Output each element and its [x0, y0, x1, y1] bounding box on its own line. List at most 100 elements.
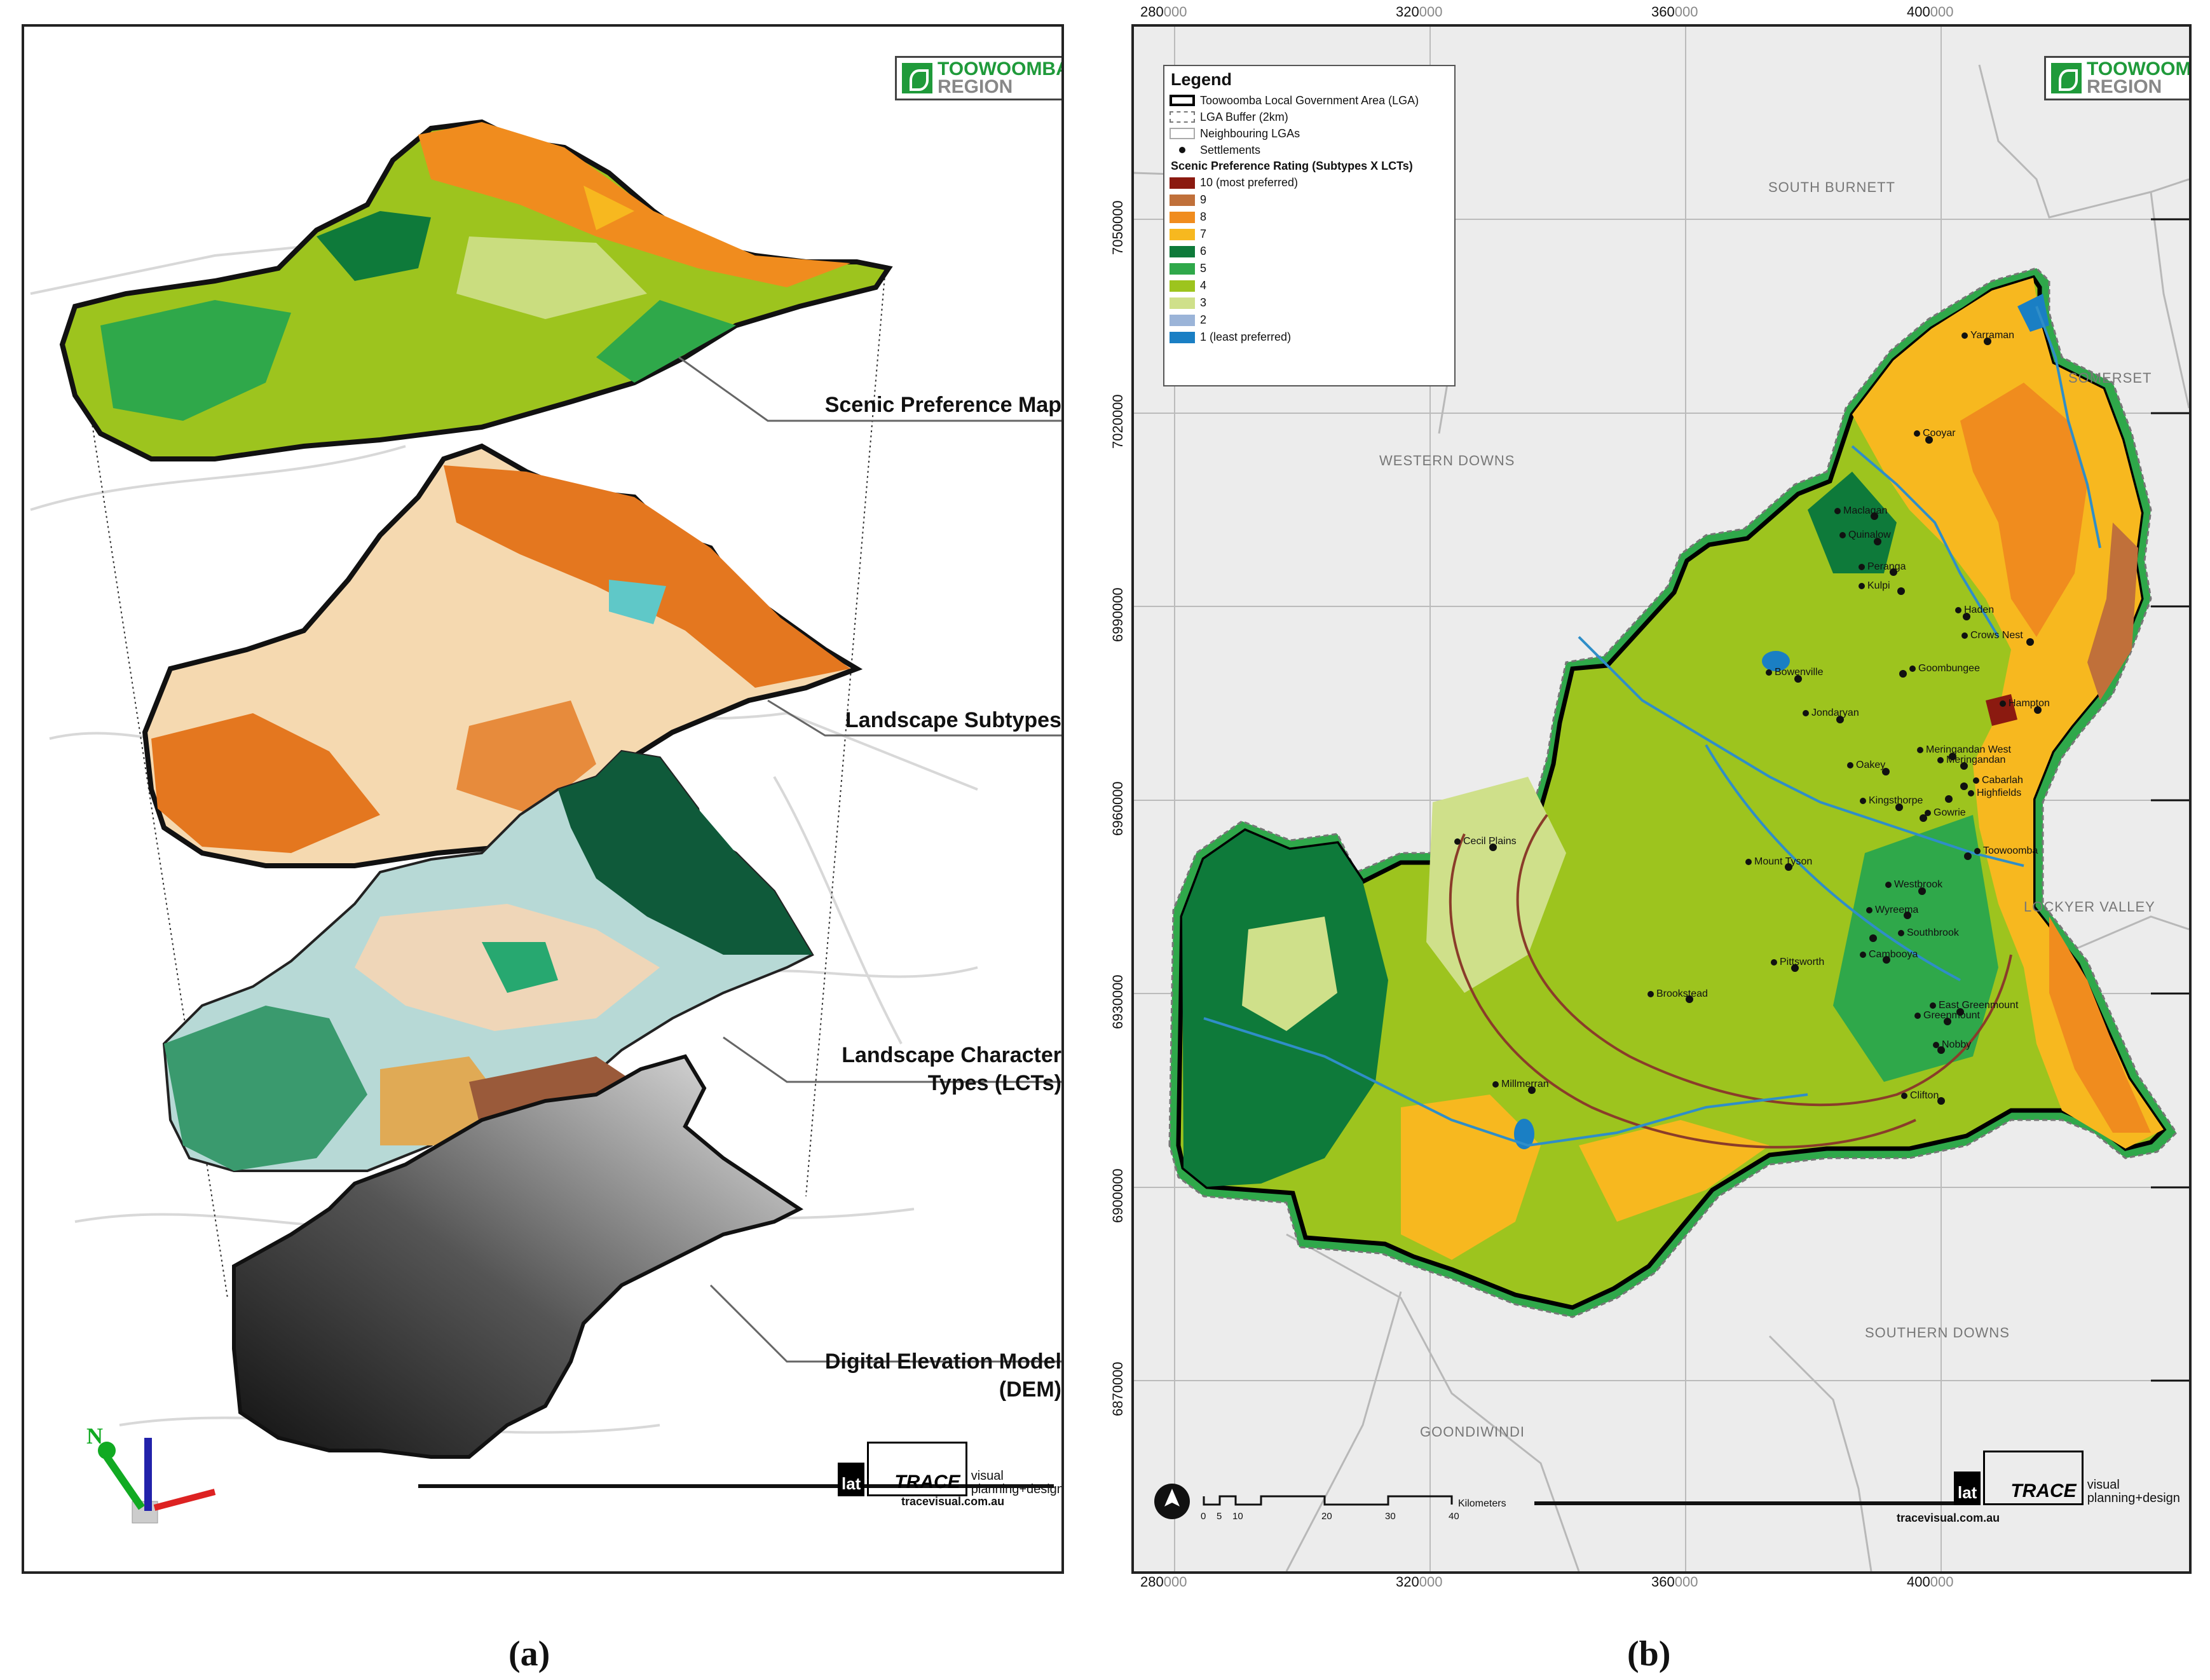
rating-8-area	[1960, 383, 2087, 637]
settlement-label: Millmerran	[1492, 1079, 1549, 1089]
rating-swatch	[1170, 177, 1195, 189]
caption-a: (a)	[508, 1634, 550, 1674]
rating-label: 5	[1200, 262, 1207, 275]
rating-swatch	[1170, 194, 1195, 206]
toowoomba-leaf-icon	[2051, 63, 2082, 93]
tick-major: 6990	[1110, 611, 1126, 642]
settlement-label: Bowenville	[1765, 667, 1824, 678]
rating-swatch	[1170, 263, 1195, 275]
y-tick-label: 6930000	[1110, 974, 1126, 1029]
y-tick-label: 7050000	[1110, 200, 1126, 255]
tick-minor: 000	[1674, 4, 1698, 20]
x-tick-label: 360000	[1651, 4, 1698, 20]
rivers	[1203, 306, 2101, 1147]
region-label: WESTERN DOWNS	[1379, 453, 1515, 468]
toowoomba-leaf-icon	[902, 63, 932, 93]
tick-major: 320	[1396, 4, 1419, 20]
landscape-subtypes-layer	[142, 443, 863, 868]
logo-line1: TOOWOOMBA	[938, 58, 1064, 79]
lat-badge: lat	[838, 1463, 865, 1496]
scale-bar	[1203, 1495, 1453, 1506]
settlement-label: Brookstead	[1647, 988, 1708, 999]
south-rating-7	[1579, 1120, 1770, 1222]
tick-major: 7050	[1110, 224, 1126, 255]
tick-major: 280	[1140, 4, 1164, 20]
rating-label: 6	[1200, 245, 1207, 257]
buffer-swatch	[1170, 111, 1195, 123]
settlement-label: Kulpi	[1859, 580, 1890, 591]
legend-rating-row: 5	[1170, 260, 1454, 277]
toowoomba-region-logo: TOOWOOMBA REGION	[895, 56, 1064, 100]
x-tick-label: 400000	[1907, 1574, 1953, 1590]
tick-major: 400	[1907, 4, 1930, 20]
settlement-label: Toowoomba	[1974, 845, 2038, 856]
layer-label-lcts: Landscape Character Types (LCTs)	[842, 1043, 1061, 1095]
settlement-label: Quinalow	[1839, 529, 1891, 540]
settlement-label: Cambooya	[1859, 949, 1918, 960]
y-tick-label: 6900000	[1110, 1168, 1126, 1223]
tick-minor: 000	[1419, 1574, 1443, 1590]
legend-item-buffer: LGA Buffer (2km)	[1170, 109, 1454, 125]
rating-label: 2	[1200, 313, 1207, 326]
rating-swatch	[1170, 297, 1195, 309]
trace-url: tracevisual.com.au	[901, 1495, 1005, 1508]
tagline-2: planning+design	[2087, 1491, 2180, 1505]
tagline-1: visual	[2087, 1478, 2120, 1492]
rating-label: 7	[1200, 228, 1207, 240]
settlement-label: Peranga	[1859, 561, 1906, 572]
tick-minor: 000	[1110, 1362, 1126, 1386]
tick-minor: 000	[1674, 1574, 1698, 1590]
tick-minor: 000	[1110, 974, 1126, 999]
settlement-label: Oakey	[1846, 760, 1886, 770]
legend-rating-row: 8	[1170, 208, 1454, 226]
region-label: SOUTHERN DOWNS	[1865, 1325, 2010, 1341]
logo-line1: TOOWOOMBA	[2087, 58, 2192, 79]
region-label: SOUTH BURNETT	[1768, 179, 1895, 195]
tick-major: 320	[1396, 1574, 1419, 1590]
scale-tick-label: 40	[1449, 1511, 1459, 1522]
settlement-label: Pittsworth	[1770, 957, 1825, 967]
legend-label: LGA Buffer (2km)	[1200, 110, 1288, 123]
legend-rating-row: 1 (least preferred)	[1170, 329, 1454, 346]
tick-minor: 000	[1930, 4, 1954, 20]
tagline-2: planning+design	[971, 1482, 1064, 1496]
southwest-rating-7	[1401, 1095, 1541, 1260]
rating-swatch	[1170, 314, 1195, 326]
north-label: N	[86, 1423, 103, 1449]
rating-label: 9	[1200, 193, 1207, 206]
legend-rating-row: 2	[1170, 311, 1454, 329]
layer-label-scenic: Scenic Preference Map	[824, 393, 1061, 417]
trace-logo: lat TRACE visual planning+design	[838, 1442, 1064, 1496]
neighbouring-lga-boundaries	[1134, 64, 2189, 1571]
neighbouring-swatch	[1170, 128, 1195, 139]
legend-label: Settlements	[1200, 143, 1261, 156]
settlement-label: Westbrook	[1885, 879, 1943, 890]
scale-tick-label: 10	[1232, 1511, 1243, 1522]
y-tick-label: 6990000	[1110, 587, 1126, 642]
y-tick-label: 7020000	[1110, 394, 1126, 449]
settlement-markers	[1489, 338, 2042, 1105]
settlement-label: Gowrie	[1925, 807, 1966, 818]
layer-label-dem: Digital Elevation Model (DEM)	[824, 1349, 1061, 1402]
settlement-label: Meringandan West	[1917, 744, 2011, 755]
trace-wordmark: TRACE	[1983, 1451, 2084, 1505]
rating-10-area	[1986, 694, 2017, 726]
settlement-dot-icon	[1170, 144, 1195, 156]
legend-label: Neighbouring LGAs	[1200, 126, 1300, 140]
y-tick-label: 6960000	[1110, 781, 1126, 836]
western-cleared-area	[1242, 917, 1337, 1031]
lga-swatch	[1170, 95, 1195, 106]
panel-a-layer-diagram: TOOWOOMBA REGION Scenic Preference Map L…	[22, 24, 1064, 1574]
x-tick-label: 360000	[1651, 1574, 1698, 1590]
tick-minor: 000	[1110, 200, 1126, 224]
central-east-rating-5	[1833, 815, 1998, 1082]
rating-swatch	[1170, 211, 1195, 223]
settlement-label: Hampton	[2000, 698, 2050, 709]
scale-tick-label: 0	[1201, 1511, 1206, 1522]
tick-minor: 000	[1163, 1574, 1187, 1590]
rating-label: 1 (least preferred)	[1200, 331, 1292, 343]
trace-wordmark: TRACE	[867, 1442, 967, 1496]
rating-title: Scenic Preference Rating (Subtypes X LCT…	[1171, 160, 1413, 172]
region-label: SOMERSET	[2068, 370, 2152, 386]
legend-item-lga: Toowoomba Local Government Area (LGA)	[1170, 92, 1454, 109]
